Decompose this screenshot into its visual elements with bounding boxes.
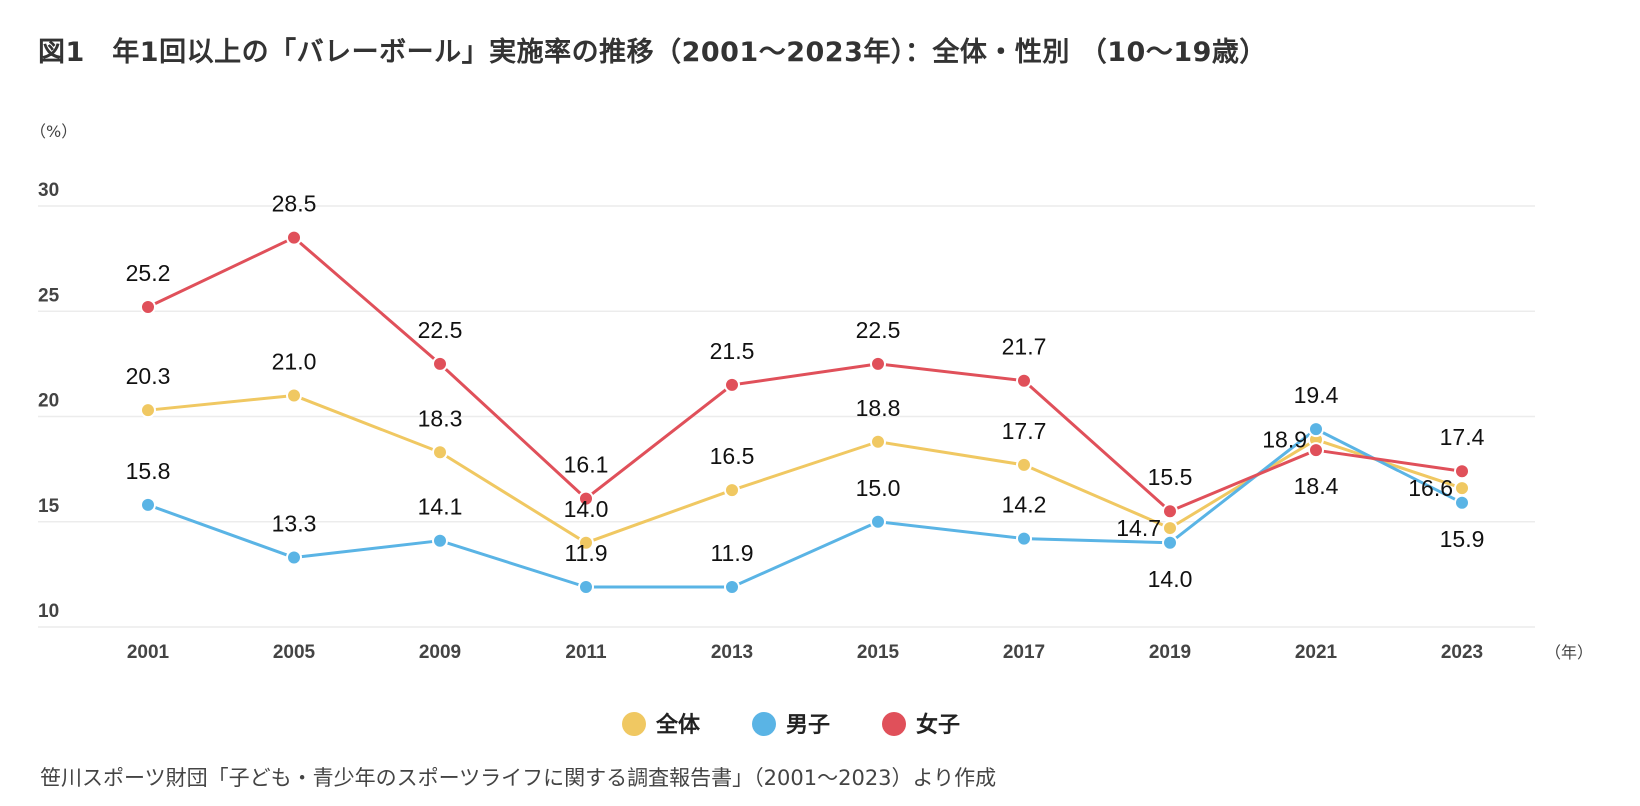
series-line-女子 xyxy=(147,236,1463,513)
data-point xyxy=(578,490,594,507)
data-label: 11.9 xyxy=(564,540,607,566)
data-point xyxy=(1016,530,1032,547)
data-label: 14.2 xyxy=(1002,492,1047,518)
data-label: 14.0 xyxy=(564,496,609,522)
data-label: 25.2 xyxy=(126,260,171,286)
data-point xyxy=(432,444,448,461)
data-point xyxy=(578,534,594,551)
data-point xyxy=(724,579,740,596)
chart-title: 図1 年1回以上の「バレーボール」実施率の推移（2001〜2023年）：全体・性… xyxy=(38,37,1267,68)
data-point xyxy=(140,496,156,513)
data-label: 21.0 xyxy=(272,348,317,374)
data-point xyxy=(286,549,302,566)
data-point xyxy=(1454,463,1470,480)
data-point xyxy=(1016,372,1032,389)
data-label: 15.0 xyxy=(856,475,901,501)
data-point xyxy=(140,299,156,316)
x-tick-label: 2005 xyxy=(273,642,316,663)
data-label: 28.5 xyxy=(272,191,317,217)
legend-label: 全体 xyxy=(655,712,701,738)
data-label: 14.1 xyxy=(418,494,463,520)
legend-label: 男子 xyxy=(786,713,830,738)
data-point xyxy=(724,376,740,393)
x-axis-unit: （年） xyxy=(1545,643,1593,662)
data-label: 15.8 xyxy=(126,458,171,484)
y-tick-label: 10 xyxy=(38,601,59,622)
data-point xyxy=(870,513,886,530)
data-label: 18.3 xyxy=(418,405,463,431)
data-label: 18.8 xyxy=(856,395,901,421)
data-label: 16.5 xyxy=(710,443,755,469)
data-label: 14.0 xyxy=(1148,566,1193,592)
legend-label: 女子 xyxy=(916,712,960,738)
legend-marker-icon xyxy=(882,712,906,736)
data-label: 16.6 xyxy=(1408,475,1453,501)
data-point xyxy=(140,402,156,419)
y-axis-unit: （%） xyxy=(30,122,77,141)
legend-marker-icon xyxy=(622,712,646,736)
x-tick-label: 2023 xyxy=(1441,642,1483,663)
data-label: 21.7 xyxy=(1002,334,1047,360)
data-label: 17.4 xyxy=(1440,424,1485,450)
x-tick-label: 2001 xyxy=(127,642,170,663)
x-tick-label: 2015 xyxy=(857,642,900,663)
data-point xyxy=(1162,520,1178,537)
y-tick-label: 25 xyxy=(38,285,60,306)
y-tick-label: 30 xyxy=(38,180,59,201)
data-point xyxy=(870,433,886,450)
data-point xyxy=(724,482,740,499)
data-label: 14.7 xyxy=(1116,515,1161,541)
data-label: 11.9 xyxy=(710,540,753,566)
data-label: 20.3 xyxy=(126,363,171,389)
data-point xyxy=(286,229,302,246)
data-point xyxy=(870,355,886,372)
x-tick-label: 2017 xyxy=(1003,642,1045,663)
y-tick-label: 20 xyxy=(38,391,59,412)
data-label: 18.4 xyxy=(1294,473,1339,499)
data-label: 22.5 xyxy=(418,317,463,343)
data-point xyxy=(432,532,448,549)
data-label: 21.5 xyxy=(710,338,755,364)
data-point xyxy=(578,579,594,596)
legend-marker-icon xyxy=(752,712,776,736)
data-point xyxy=(1016,456,1032,473)
x-tick-label: 2011 xyxy=(565,642,607,663)
data-point xyxy=(1308,421,1324,438)
data-point xyxy=(1162,503,1178,520)
series-line-全体 xyxy=(147,393,1463,545)
data-point xyxy=(432,355,448,372)
data-point xyxy=(1454,494,1470,511)
data-label: 15.5 xyxy=(1148,464,1193,490)
data-label: 18.9 xyxy=(1262,427,1307,453)
data-point xyxy=(1454,480,1470,497)
data-label: 13.3 xyxy=(272,511,317,537)
data-point xyxy=(1162,534,1178,551)
data-label: 19.4 xyxy=(1294,382,1339,408)
x-tick-label: 2019 xyxy=(1149,642,1191,663)
data-point xyxy=(1308,442,1324,459)
x-tick-label: 2013 xyxy=(711,642,753,663)
source-note: 笹川スポーツ財団「子ども・青少年のスポーツライフに関する調査報告書」（2001〜… xyxy=(40,766,997,790)
x-tick-label: 2021 xyxy=(1295,642,1338,663)
data-label: 15.9 xyxy=(1440,526,1485,552)
series-line-男子 xyxy=(147,427,1463,589)
data-label: 16.1 xyxy=(564,452,609,478)
y-tick-label: 15 xyxy=(38,496,60,517)
data-label: 22.5 xyxy=(856,317,901,343)
data-label: 17.7 xyxy=(1002,418,1047,444)
data-point xyxy=(286,387,302,404)
x-tick-label: 2009 xyxy=(419,642,461,663)
